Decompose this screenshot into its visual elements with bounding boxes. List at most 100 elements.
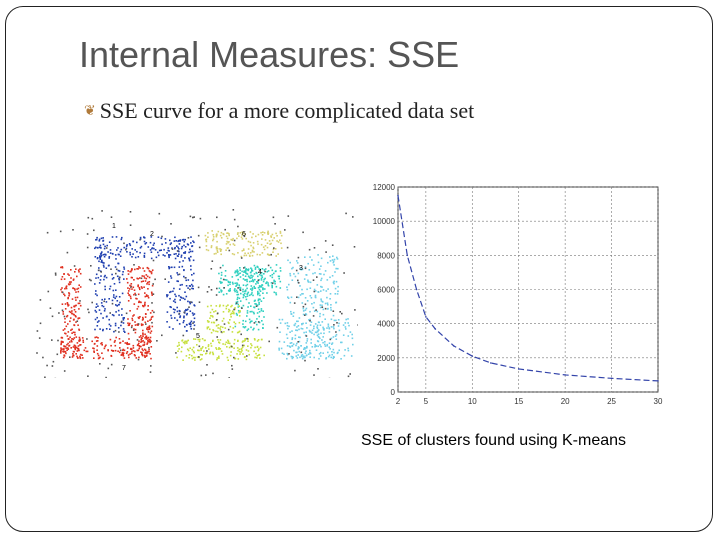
scatter-point [232,283,234,285]
scatter-point [242,340,244,342]
scatter-point [138,347,140,350]
scatter-point [316,326,318,328]
scatter-point [102,329,104,332]
scatter-point [328,354,331,357]
scatter-point [187,308,189,311]
scatter-point [128,243,131,245]
scatter-point [275,293,278,296]
scatter-point [262,231,264,233]
scatter-point [266,270,268,273]
scatter-point [181,340,183,342]
scatter-point [63,345,65,347]
scatter-point [243,340,246,342]
scatter-point [206,350,208,352]
scatter-point [235,301,238,304]
scatter-point [318,353,321,355]
scatter-point [235,285,237,287]
scatter-point [176,280,178,282]
scatter-point [297,256,300,259]
scatter-point [263,232,266,234]
scatter-point [147,267,150,270]
scatter-point [273,247,275,249]
scatter-point [228,232,230,235]
scatter-point [305,274,307,276]
scatter-point [261,238,263,240]
scatter-point [112,289,115,292]
scatter-point [255,283,257,285]
scatter-point [313,327,315,330]
scatter-point [151,284,154,287]
scatter-point [256,312,259,314]
scatter-point [141,348,144,350]
scatter-point [135,357,138,359]
scatter-point [78,302,81,305]
scatter-point [94,247,96,250]
scatter-point [102,264,105,267]
scatter-point [299,285,301,287]
scatter-point [191,312,194,314]
scatter-point [65,285,68,287]
scatter-point [312,279,315,281]
scatter-point [320,279,322,282]
scatter-point [183,252,185,254]
scatter-point [109,325,112,327]
scatter-point [315,349,318,351]
scatter-point [76,355,78,358]
scatter-point [83,349,86,352]
scatter-point [153,311,155,314]
scatter-point [129,224,132,226]
scatter-point [166,321,168,323]
scatter-point [148,276,151,279]
scatter-point [137,316,140,319]
scatter-point [304,359,306,362]
scatter-point [193,338,195,340]
scatter-point [324,270,327,272]
scatter-point [143,240,146,243]
scatter-point [264,245,267,247]
scatter-point [334,335,337,337]
scatter-point [189,310,192,312]
scatter-point [288,345,291,348]
scatter-point [272,248,275,251]
scatter-point [113,283,116,285]
scatter-point [238,350,241,353]
scatter-point [98,238,101,241]
scatter-point [257,279,260,282]
scatter-point [327,288,329,290]
scatter-point [243,254,246,257]
scatter-point [136,323,139,326]
scatter-point [121,314,123,316]
scatter-point [178,344,180,346]
scatter-point [216,246,218,248]
scatter-point [275,270,277,272]
scatter-point [72,338,75,341]
scatter-point [242,232,244,234]
scatter-point [330,304,332,306]
scatter-point [324,307,327,310]
scatter-point [321,339,323,341]
scatter-point [267,230,269,233]
scatter-point [182,334,185,337]
scatter-point [187,300,189,303]
scatter-point [320,257,323,260]
scatter-point [222,264,224,267]
scatter-point [179,315,182,317]
scatter-point [293,273,295,275]
scatter-point [134,328,137,331]
scatter-point [76,350,79,352]
scatter-point [347,318,349,320]
scatter-point [79,286,82,288]
scatter-point [177,350,179,352]
scatter-point [287,353,289,356]
scatter-point [248,254,251,257]
scatter-point [322,352,324,354]
scatter-point [271,239,274,242]
scatter-point [101,344,103,346]
scatter-point [182,297,185,300]
scatter-point [189,250,192,253]
scatter-point [95,290,97,292]
scatter-point [269,266,272,269]
scatter-point [73,324,75,326]
scatter-point [274,223,276,225]
scatter-point [279,322,282,324]
